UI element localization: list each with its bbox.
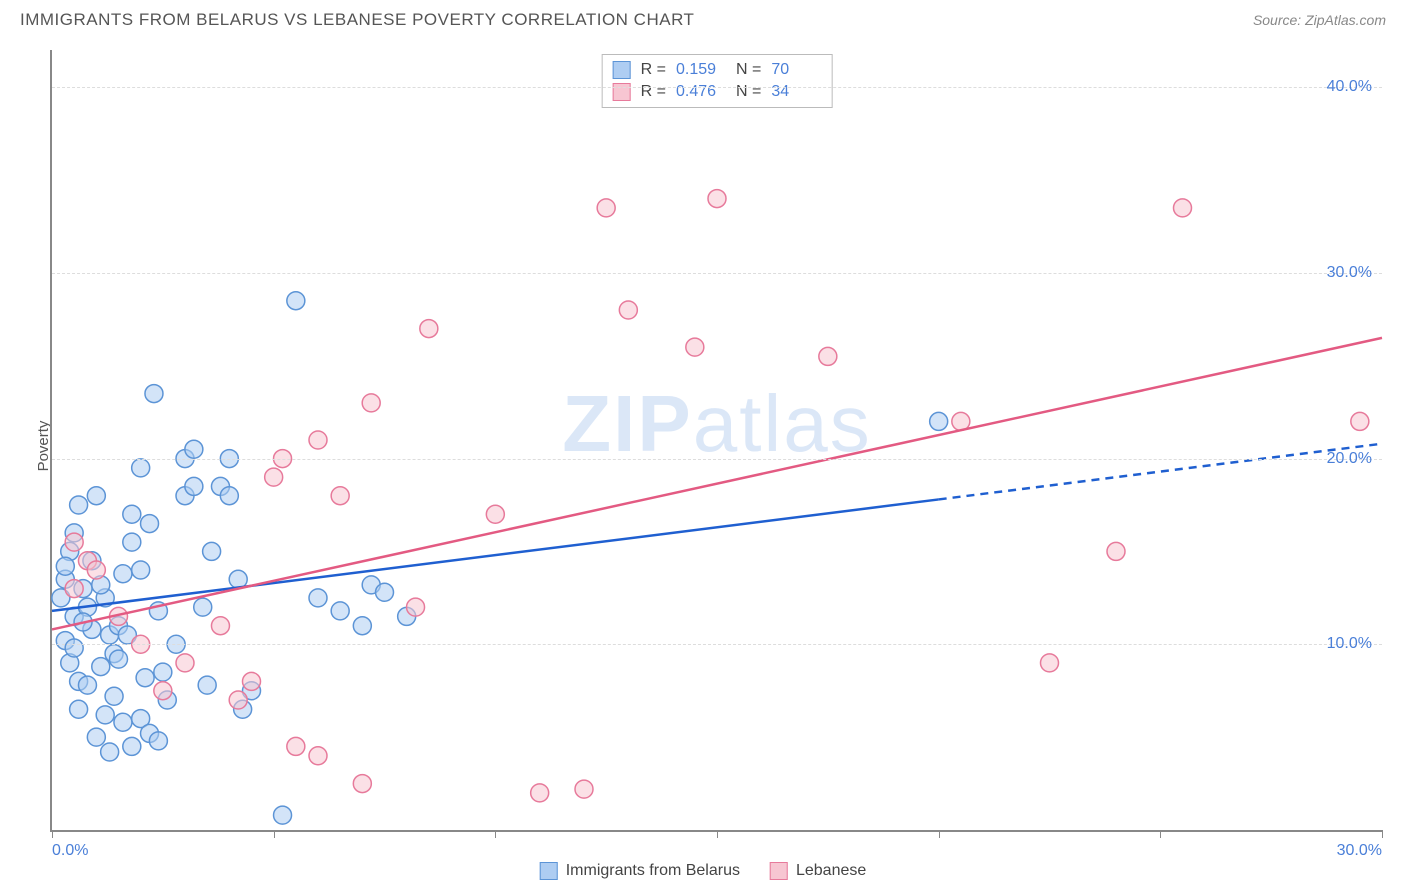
- chart-plot-area: ZIPatlas R = 0.159 N = 70 R = 0.476 N = …: [50, 50, 1382, 832]
- ytick-label: 10.0%: [1327, 635, 1372, 653]
- swatch-series1: [613, 61, 631, 79]
- stats-legend-box: R = 0.159 N = 70 R = 0.476 N = 34: [602, 54, 833, 108]
- legend-label-2: Lebanese: [796, 862, 866, 880]
- chart-header: IMMIGRANTS FROM BELARUS VS LEBANESE POVE…: [0, 0, 1406, 38]
- stats-row-2: R = 0.476 N = 34: [613, 81, 822, 103]
- ytick-label: 40.0%: [1327, 78, 1372, 96]
- legend-item-1: Immigrants from Belarus: [540, 862, 740, 880]
- legend-item-2: Lebanese: [770, 862, 866, 880]
- ytick-label: 30.0%: [1327, 264, 1372, 282]
- scatter-plot-svg: [52, 50, 1382, 830]
- bottom-legend: Immigrants from Belarus Lebanese: [540, 862, 867, 880]
- legend-swatch-1: [540, 862, 558, 880]
- source-label: Source: ZipAtlas.com: [1253, 12, 1386, 28]
- swatch-series2: [613, 83, 631, 101]
- stats-row-1: R = 0.159 N = 70: [613, 59, 822, 81]
- legend-swatch-2: [770, 862, 788, 880]
- ytick-label: 20.0%: [1327, 450, 1372, 468]
- xtick-label: 30.0%: [1337, 842, 1382, 860]
- legend-label-1: Immigrants from Belarus: [566, 862, 740, 880]
- xtick-label: 0.0%: [52, 842, 88, 860]
- chart-title: IMMIGRANTS FROM BELARUS VS LEBANESE POVE…: [20, 10, 694, 30]
